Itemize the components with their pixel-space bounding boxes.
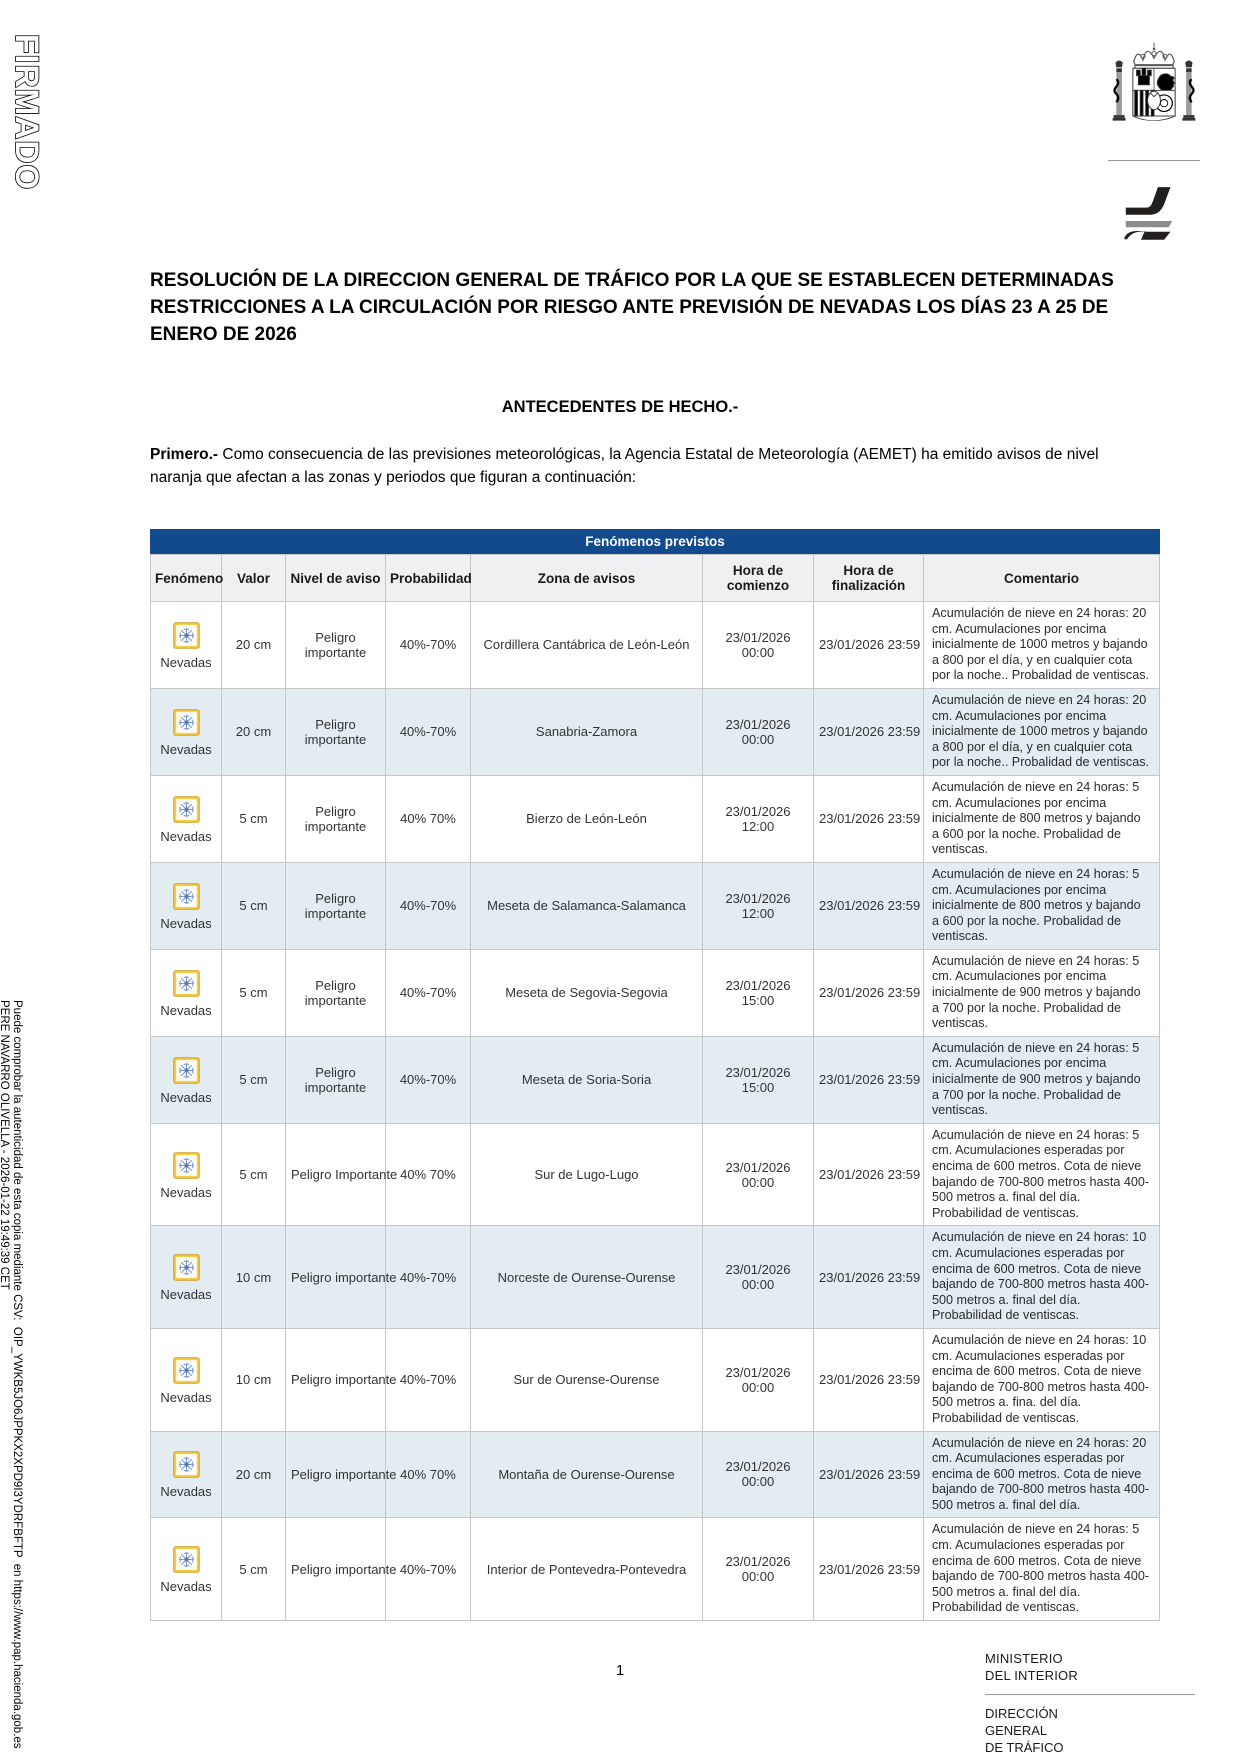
svg-text:FIRMADO: FIRMADO (9, 34, 45, 190)
